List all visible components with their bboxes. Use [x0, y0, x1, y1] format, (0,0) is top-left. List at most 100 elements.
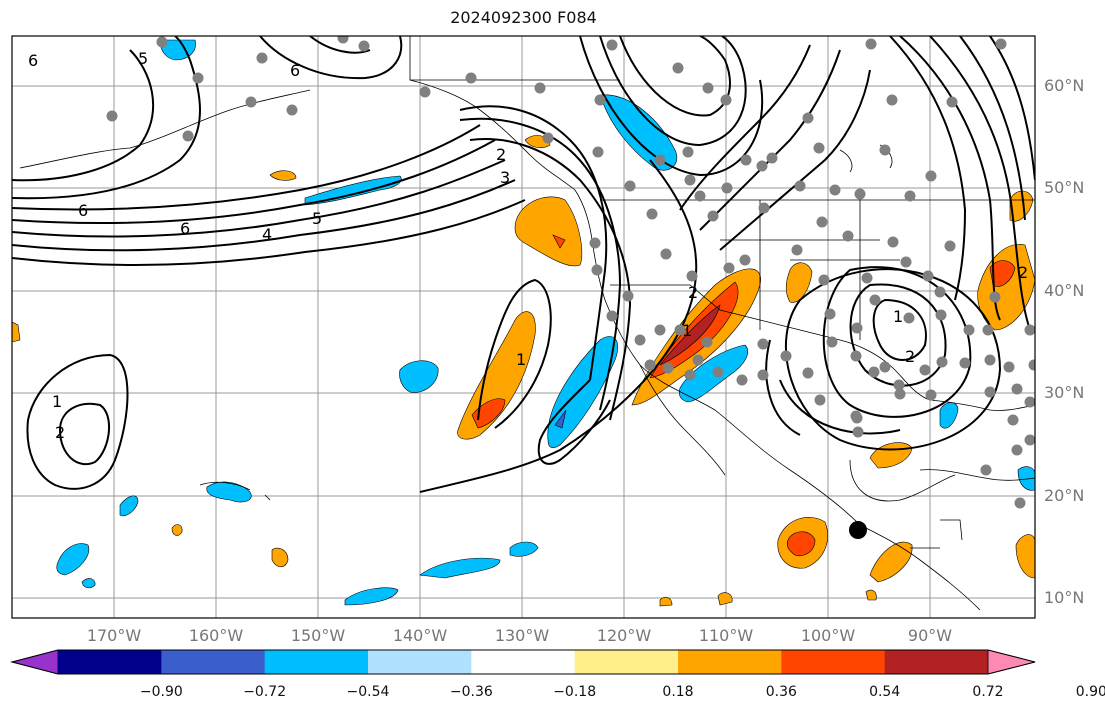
colorbar-cell: [574, 650, 679, 674]
colorbar-cell: [781, 650, 886, 674]
station-marker: [944, 240, 956, 252]
station-marker: [654, 154, 666, 166]
station-marker: [542, 132, 554, 144]
colorbar-tick-label: 0.36: [765, 684, 797, 700]
station-marker: [106, 110, 118, 122]
station-marker: [802, 367, 814, 379]
station-marker: [634, 334, 646, 346]
station-marker: [660, 248, 672, 260]
station-marker: [644, 359, 656, 371]
station-marker: [740, 154, 752, 166]
longitude-label: 170°W: [86, 626, 142, 645]
contour-label: 6: [78, 201, 88, 220]
target-marker[interactable]: [849, 521, 867, 539]
longitude-label: 130°W: [494, 626, 550, 645]
contour-label: 1: [682, 321, 692, 340]
contour-label: 5: [312, 209, 322, 228]
station-marker: [868, 366, 880, 378]
station-marker: [780, 350, 792, 362]
station-marker: [854, 188, 866, 200]
longitude-label: 90°W: [907, 626, 953, 645]
station-marker: [826, 336, 838, 348]
contour-label: 6: [28, 51, 38, 70]
station-marker: [861, 272, 873, 284]
station-marker: [712, 366, 724, 378]
station-marker: [1011, 444, 1023, 456]
contour-label: 4: [262, 225, 272, 244]
map-panel[interactable]: 6 5 6 6 6 4 5 3 2 2 1 1 2 1 2 1 2: [0, 0, 1105, 640]
station-marker: [1028, 359, 1035, 371]
longitude-label: 120°W: [596, 626, 652, 645]
station-marker: [865, 38, 877, 50]
station-marker: [852, 426, 864, 438]
colorbar: [10, 649, 1036, 675]
station-marker: [766, 152, 778, 164]
station-marker: [245, 96, 257, 108]
station-marker: [624, 180, 636, 192]
station-marker: [723, 262, 735, 274]
station-marker: [156, 36, 168, 48]
station-marker: [925, 170, 937, 182]
station-marker: [886, 94, 898, 106]
station-marker: [802, 112, 814, 124]
colorbar-cell: [368, 650, 472, 674]
colorbar-cell: [264, 650, 369, 674]
station-marker: [816, 216, 828, 228]
contour-label: 2: [496, 145, 506, 164]
station-marker: [358, 40, 370, 52]
station-marker: [982, 324, 994, 336]
map-frame: [11, 35, 1036, 619]
station-marker: [818, 274, 830, 286]
station-marker: [739, 254, 751, 266]
coastlines: [19, 36, 1035, 611]
colorbar-extend-low: [10, 649, 59, 675]
longitude-label: 110°W: [698, 626, 754, 645]
station-marker: [682, 146, 694, 158]
colorbar-tick-label: 0.18: [662, 684, 694, 700]
station-marker: [757, 338, 769, 350]
station-marker: [591, 264, 603, 276]
latitude-label: 40°N: [1044, 280, 1085, 300]
colorbar-cell: [471, 650, 576, 674]
contour-lines: [12, 36, 1035, 493]
longitude-label: 140°W: [392, 626, 448, 645]
station-marker: [980, 464, 992, 476]
colorbar-tick-label: −0.72: [243, 684, 287, 700]
station-marker: [900, 256, 912, 268]
station-marker: [182, 130, 194, 142]
station-marker: [879, 361, 891, 373]
station-marker: [887, 236, 899, 248]
station-marker: [814, 394, 826, 406]
contour-label: 2: [1018, 263, 1028, 282]
contour-label: 2: [55, 423, 65, 442]
latitude-label: 20°N: [1044, 485, 1085, 505]
station-marker: [829, 184, 841, 196]
station-marker: [919, 364, 931, 376]
station-marker: [286, 104, 298, 116]
station-marker: [893, 379, 905, 391]
station-marker: [686, 270, 698, 282]
station-marker: [879, 144, 891, 156]
colorbar-tick-label: −0.18: [553, 684, 597, 700]
colorbar-frame: [10, 649, 1036, 675]
contour-label: 3: [500, 168, 510, 187]
station-marker: [791, 244, 803, 256]
station-marker: [813, 142, 825, 154]
station-marker: [256, 52, 268, 64]
colorbar-tick-label: 0.72: [972, 684, 1004, 700]
station-marker: [419, 86, 431, 98]
longitude-label: 160°W: [188, 626, 244, 645]
contour-label-group: 6 5 6 6 6 4 5 3 2 2 1 1 2 1 2 1 2: [28, 49, 1028, 442]
station-marker: [606, 39, 618, 51]
contour-label: 1: [516, 350, 526, 369]
station-marker: [622, 290, 634, 302]
station-marker: [606, 310, 618, 322]
station-marker: [903, 312, 915, 324]
station-marker: [984, 354, 996, 366]
station-marker: [989, 291, 1001, 303]
station-marker: [904, 190, 916, 202]
station-marker: [758, 202, 770, 214]
contour-label: 2: [905, 347, 915, 366]
station-marker: [1011, 383, 1023, 395]
contour-label: 2: [688, 283, 698, 302]
